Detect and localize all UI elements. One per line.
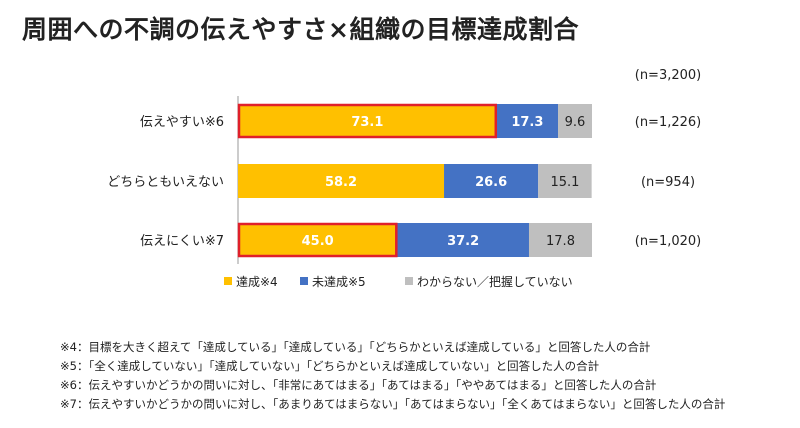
data-label: 9.6 [565,115,586,130]
data-label: 37.2 [447,234,479,249]
highlight-frame [237,222,398,258]
n-label: (n=1,226) [635,115,702,130]
footnote-6: ※6：伝えやすいかどうかの問いに対し、「非常にあてはまる」「あてはまる」「ややあ… [60,378,657,392]
data-label: 17.3 [511,115,543,130]
footnote-4: ※4：目標を大きく超えて「達成している」「達成している」「どちらかといえば達成し… [60,340,651,354]
bar-segment [444,164,539,198]
n-label: (n=954) [641,175,695,190]
legend-swatch [300,277,308,285]
bar-segment [397,223,529,257]
legend-label: わからない／把握していない [417,274,573,289]
data-label: 58.2 [325,175,357,190]
category-label: どちらともいえない [107,175,224,190]
bar-segment [558,104,592,138]
category-label: 伝えやすい※6 [140,115,224,130]
bar-segment [496,104,559,138]
highlight-frame [237,103,498,139]
bar-segment [238,223,398,257]
footnote-7: ※7：伝えやすいかどうかの問いに対し、「あまりあてはまらない」「あてはまらない」… [60,397,726,411]
data-label: 45.0 [302,234,334,249]
bar-segment [528,223,592,257]
n-label: (n=1,020) [635,234,702,249]
data-label: 26.6 [475,175,507,190]
legend-label: 未達成※5 [312,275,366,289]
data-label: 17.8 [546,234,575,249]
bar-segment [238,164,445,198]
bar-segment [538,164,592,198]
data-label: 15.1 [550,175,579,190]
footnotes: ※4：目標を大きく超えて「達成している」「達成している」「どちらかといえば達成し… [60,338,725,414]
bar-segment [238,104,497,138]
data-label: 73.1 [351,115,383,130]
total-n-label: (n=3,200) [635,68,702,83]
legend-label: 達成※4 [236,275,278,289]
legend-swatch [405,277,413,285]
stacked-bar-chart: (n=3,200) 伝えやすい※6 73.1 17.3 9.6 (n=1,226) どちらと… [107,68,702,289]
footnote-5: ※5：「全く達成していない」「達成していない」「どちらかといえば達成していない」… [60,359,600,373]
legend-swatch [224,277,232,285]
category-label: 伝えにくい※7 [140,234,224,249]
chart-title: 周囲への不調の伝えやすさ×組織の目標達成割合 [22,15,579,44]
